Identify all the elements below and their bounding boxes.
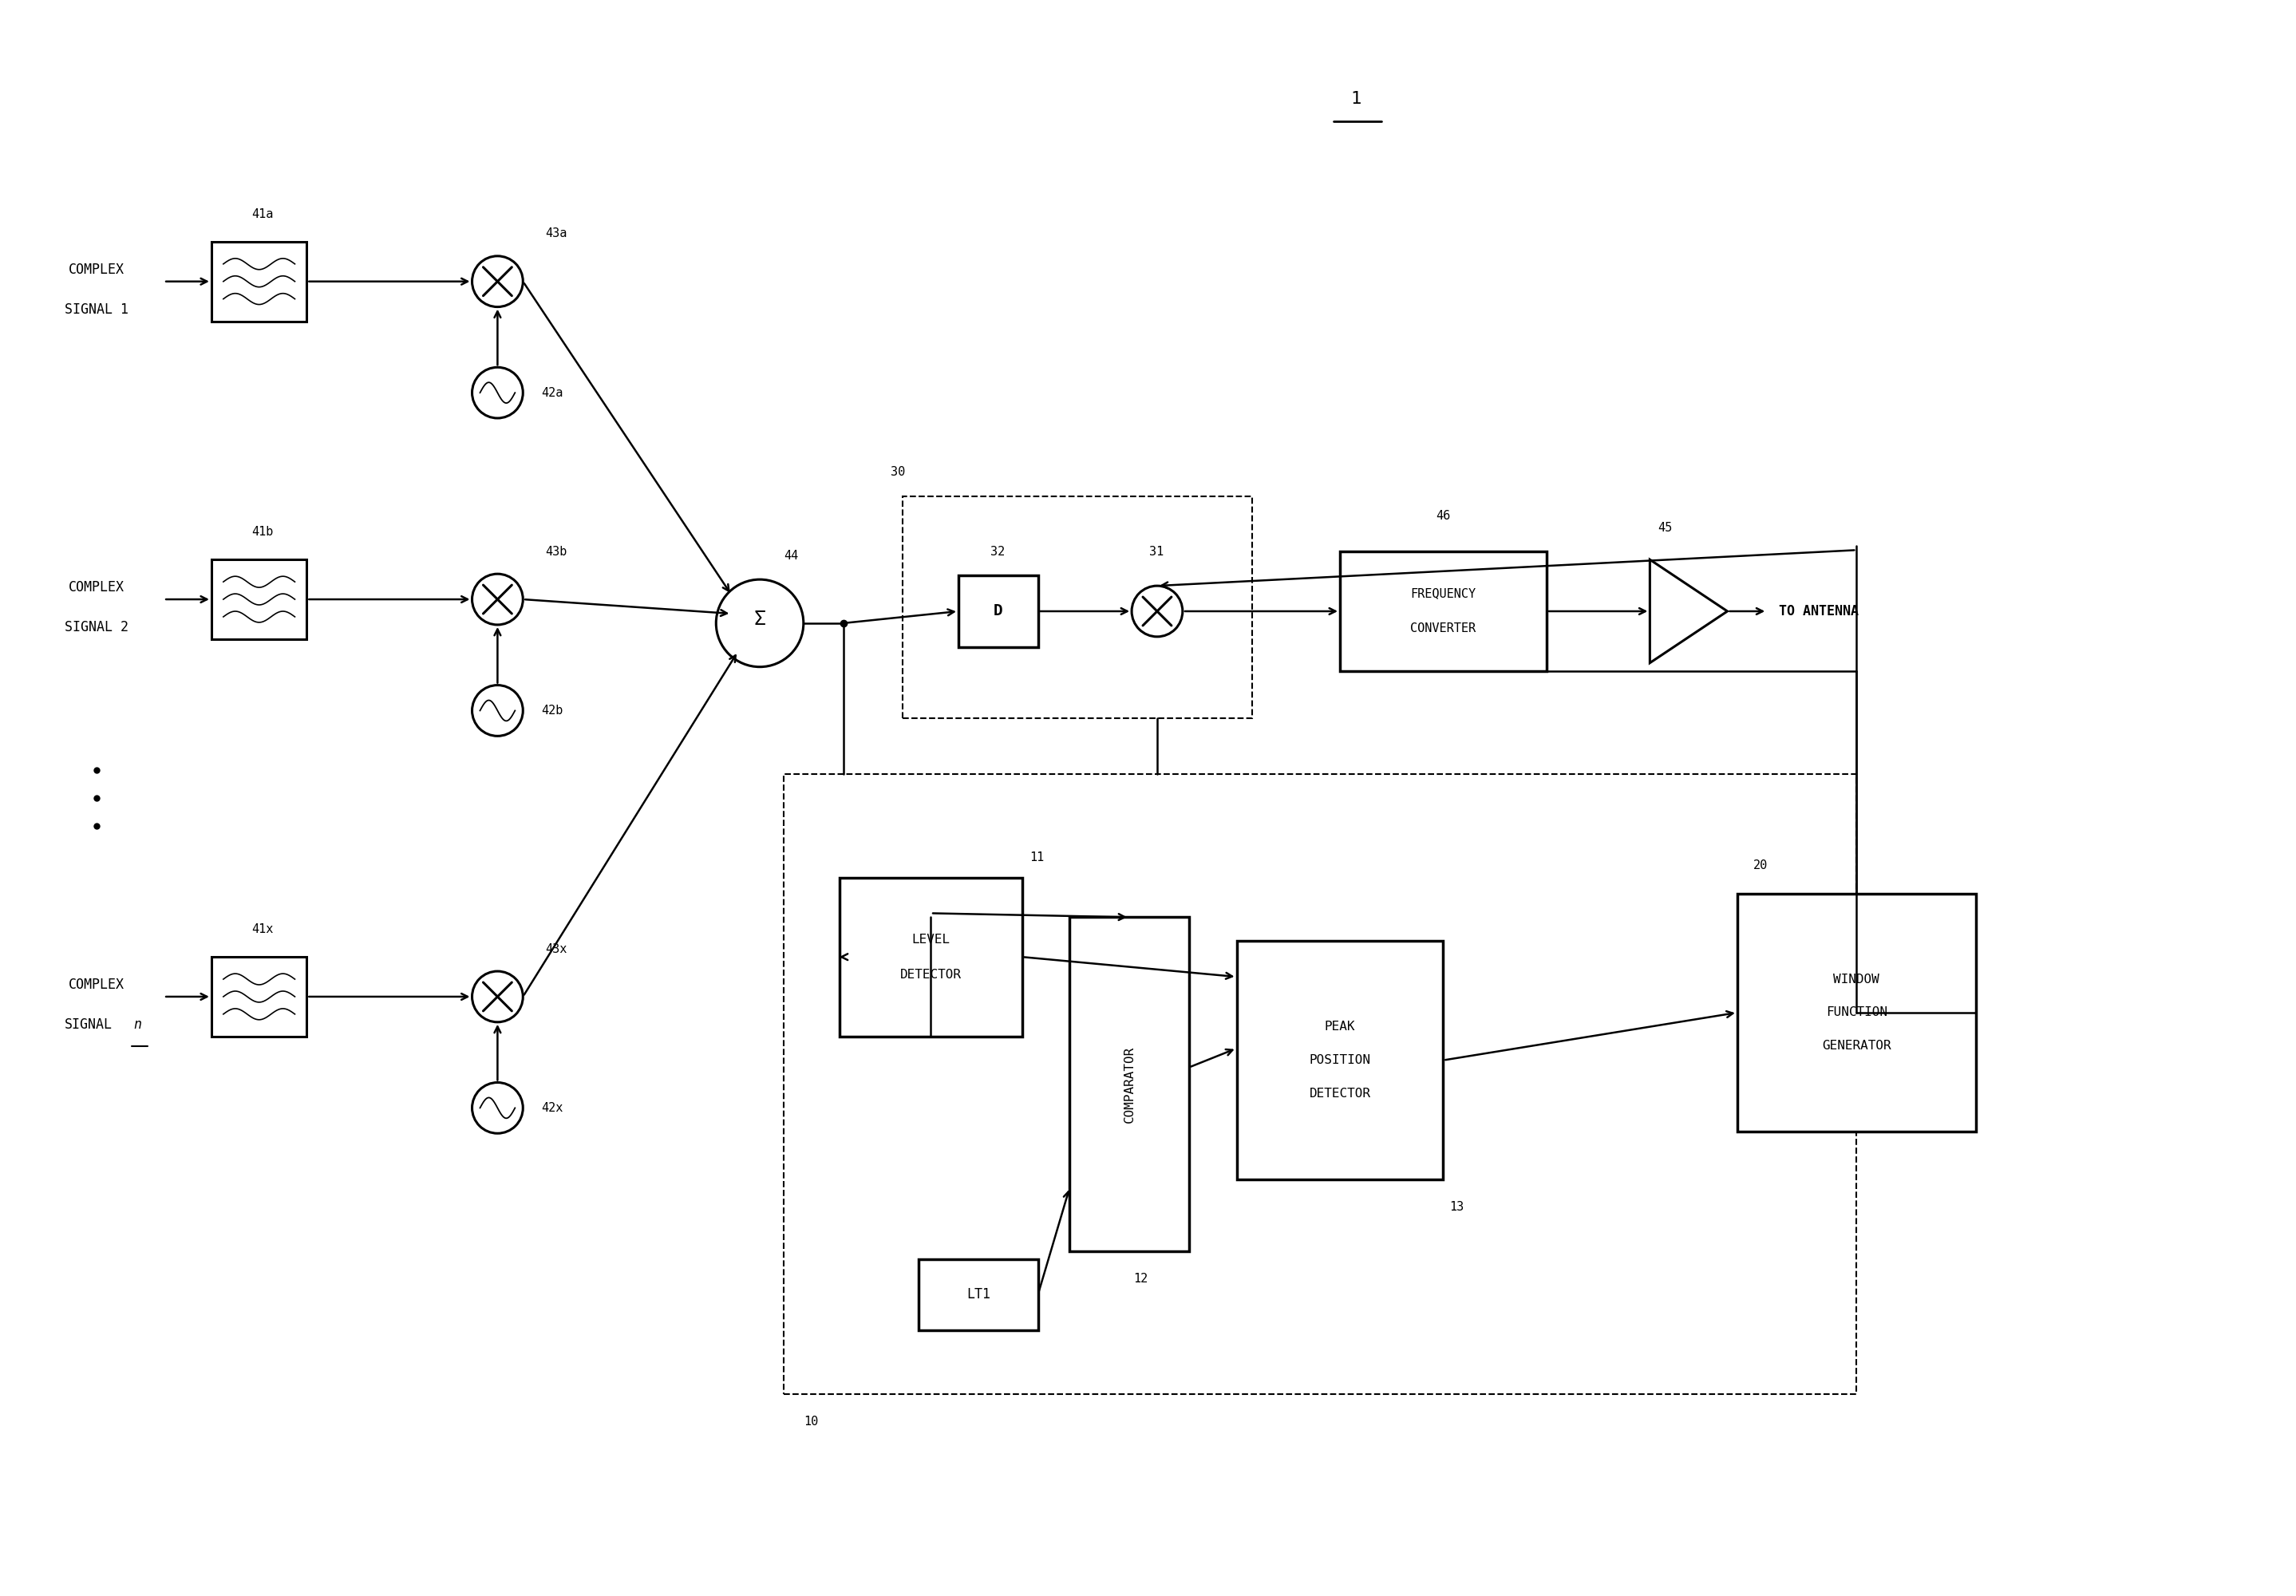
Text: LEVEL: LEVEL — [912, 934, 951, 945]
Text: PEAK: PEAK — [1325, 1021, 1355, 1033]
Text: SIGNAL 1: SIGNAL 1 — [64, 302, 129, 316]
Text: COMPLEX: COMPLEX — [69, 978, 124, 993]
Text: 41x: 41x — [250, 922, 273, 935]
Text: FREQUENCY: FREQUENCY — [1410, 587, 1476, 600]
Text: 46: 46 — [1435, 509, 1451, 522]
Text: COMPLEX: COMPLEX — [69, 262, 124, 276]
Text: CONVERTER: CONVERTER — [1410, 622, 1476, 635]
Text: 10: 10 — [804, 1416, 817, 1428]
Text: 42x: 42x — [542, 1101, 563, 1114]
Text: 31: 31 — [1150, 546, 1164, 557]
Bar — [902, 496, 1254, 718]
Text: SIGNAL: SIGNAL — [64, 1017, 113, 1031]
Text: 12: 12 — [1134, 1272, 1148, 1285]
Bar — [783, 774, 1857, 1393]
Text: DETECTOR: DETECTOR — [1309, 1087, 1371, 1100]
Text: 42b: 42b — [542, 704, 563, 717]
Text: 42a: 42a — [542, 386, 563, 399]
Text: 41a: 41a — [250, 207, 273, 220]
Text: 11: 11 — [1031, 852, 1045, 863]
Circle shape — [473, 575, 523, 624]
Text: 43a: 43a — [544, 228, 567, 239]
Circle shape — [1132, 586, 1182, 637]
Bar — [211, 958, 308, 1036]
Text: 43x: 43x — [544, 943, 567, 954]
Circle shape — [716, 579, 804, 667]
Bar — [1738, 894, 1977, 1132]
Text: SIGNAL 2: SIGNAL 2 — [64, 619, 129, 634]
Polygon shape — [1651, 560, 1727, 662]
Text: POSITION: POSITION — [1309, 1055, 1371, 1066]
Circle shape — [473, 255, 523, 306]
Bar — [840, 878, 1022, 1036]
Text: COMPLEX: COMPLEX — [69, 581, 124, 595]
Circle shape — [473, 685, 523, 736]
Text: 13: 13 — [1449, 1202, 1465, 1213]
Bar — [211, 560, 308, 638]
Bar — [1238, 942, 1444, 1179]
Bar — [1341, 552, 1548, 670]
Text: 30: 30 — [891, 466, 905, 479]
Circle shape — [473, 972, 523, 1021]
Bar — [1070, 918, 1189, 1251]
Text: Σ: Σ — [753, 610, 767, 629]
Text: D: D — [994, 603, 1003, 619]
Text: DETECTOR: DETECTOR — [900, 969, 962, 980]
Text: 41b: 41b — [250, 525, 273, 538]
Text: FUNCTION: FUNCTION — [1825, 1007, 1887, 1018]
Bar — [957, 576, 1038, 646]
Text: TO ANTENNA: TO ANTENNA — [1779, 603, 1860, 618]
Text: LT1: LT1 — [967, 1288, 990, 1302]
Circle shape — [473, 1082, 523, 1133]
Text: 1: 1 — [1350, 91, 1362, 107]
Text: 44: 44 — [783, 549, 799, 562]
Text: GENERATOR: GENERATOR — [1823, 1041, 1892, 1052]
Circle shape — [473, 367, 523, 418]
Text: WINDOW: WINDOW — [1835, 974, 1880, 985]
Text: 32: 32 — [990, 546, 1006, 557]
Bar — [211, 241, 308, 321]
Text: COMPARATOR: COMPARATOR — [1123, 1045, 1134, 1122]
Text: 20: 20 — [1754, 860, 1768, 871]
Text: 45: 45 — [1658, 522, 1671, 533]
Text: 43b: 43b — [544, 546, 567, 557]
Bar — [918, 1259, 1038, 1331]
Text: n: n — [133, 1017, 142, 1031]
